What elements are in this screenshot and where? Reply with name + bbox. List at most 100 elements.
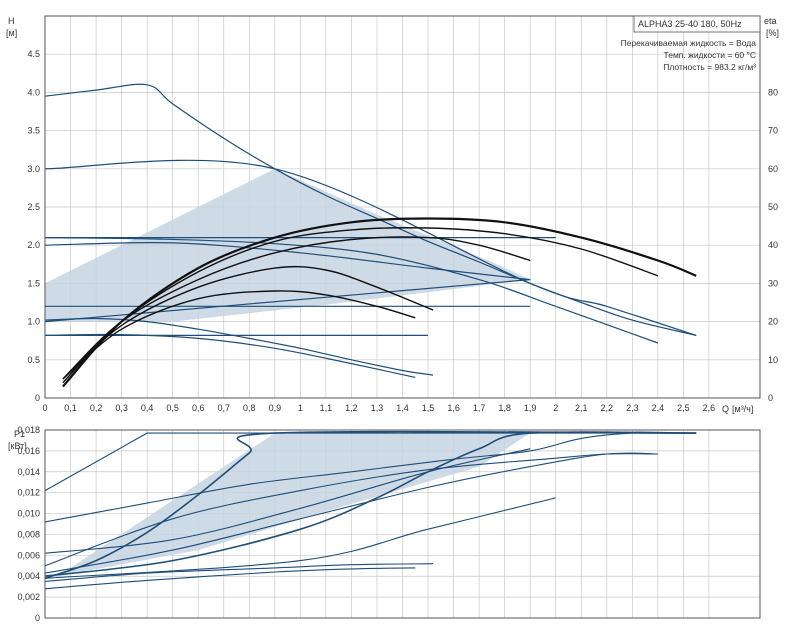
efficiency-curve-13 [62,265,434,380]
p-tick-label-4: 0,008 [17,529,40,539]
power-curve-9 [44,567,416,590]
power-curve-2 [44,430,697,580]
x-tick-label-14: 1,4 [396,403,409,413]
bottom-region-fill [57,433,531,577]
power-curve-1 [44,432,697,523]
x-tick-label-12: 1,2 [345,403,358,413]
power-curve-4 [44,452,658,574]
power-panel: 0 0,002 0,004 0,006 0,008 0,010 0,012 0,014 0,01… [8,425,761,623]
y-tick-label-7: 3.5 [27,126,40,136]
y2-tick-label-4: 40 [768,240,778,250]
power-curve-0 [44,432,697,492]
power-axis-unit: [кВт] [8,441,27,451]
bottom-plot-frame [44,429,761,619]
x-tick-label-10: 1 [298,403,303,413]
x-tick-label-3: 0,3 [115,403,128,413]
top-curves [44,83,697,388]
efficiency-curve-12 [62,236,531,380]
y-tick-label-6: 3.0 [27,164,40,174]
x-tick-label-22: 2,2 [601,403,614,413]
x-tick-label-2: 0,2 [90,403,103,413]
y-tick-label-8: 4.0 [27,87,40,97]
x-tick-label-6: 0,6 [192,403,205,413]
x-tick-label-7: 0,7 [217,403,230,413]
x-axis-unit: [м³/ч] [732,404,753,414]
y2-tick-label-7: 70 [768,126,778,136]
x-tick-label-19: 1,9 [524,403,537,413]
x-tick-label-26: 2,6 [703,403,716,413]
y-tick-label-2: 1.0 [27,317,40,327]
note-density: Плотность = 983.2 кг/м³ [663,62,756,72]
y-tick-label-1: 0.5 [27,355,40,365]
power-curve-5 [44,448,531,554]
x-tick-label-4: 0,4 [141,403,154,413]
p-tick-label-6: 0,012 [17,488,40,498]
efficiency-curve-10 [62,217,697,388]
y2-tick-label-2: 20 [768,317,778,327]
power-curve-7 [44,497,556,579]
x-tick-label-8: 0,8 [243,403,256,413]
x-tick-label-5: 0,5 [166,403,179,413]
x-tick-label-25: 2,5 [677,403,690,413]
x-tick-label-15: 1,5 [422,403,435,413]
note-fluid: Перекачиваемая жидкость = Вода [621,38,757,48]
y2-tick-label-0: 0 [768,393,773,403]
bottom-operating-region [57,433,531,577]
x-tick-label-11: 1,1 [320,403,333,413]
x-tick-label-18: 1,8 [498,403,511,413]
efficiency-curve-11 [62,227,659,384]
power-curve-6 [44,453,658,567]
bottom-tick-labels: 0 0,002 0,004 0,006 0,008 0,010 0,012 0,014 0,01… [17,425,40,623]
y-tick-label-4: 2.0 [27,240,40,250]
y2-tick-label-8: 80 [768,87,778,97]
y-tick-label-3: 1.5 [27,278,40,288]
x-tick-label-16: 1,6 [447,403,460,413]
y2-tick-label-1: 10 [768,355,778,365]
head-curve-7 [44,317,434,376]
x-tick-label-21: 2,1 [575,403,588,413]
x-tick-label-0: 0 [42,403,47,413]
y-tick-label-0: 0 [35,393,40,403]
head-efficiency-panel: 0 0,1 0,2 0,3 0,4 0,5 0,6 0,7 0,8 0,9 1 1,1 1,2 1,3 1,… [6,15,779,414]
x-tick-label-13: 1,3 [371,403,384,413]
p-tick-label-2: 0,004 [17,571,40,581]
p-tick-label-8: 0,016 [17,446,40,456]
head-curve-2 [44,237,659,344]
p-tick-label-1: 0,002 [17,592,40,602]
p-tick-label-5: 0,010 [17,509,40,519]
chart-title: ALPHA3 25-40 180, 50Hz [638,19,742,29]
chart-title-box [633,15,761,33]
p-tick-label-9: 0,018 [17,425,40,435]
y-tick-label-5: 2.5 [27,202,40,212]
y-tick-label-9: 4.5 [27,49,40,59]
p-tick-label-7: 0,014 [17,467,40,477]
head-curve-4 [44,241,531,281]
top-tick-labels: 0 0,1 0,2 0,3 0,4 0,5 0,6 0,7 0,8 0,9 1 1,1 1,2 1,3 1,… [27,49,778,413]
y2-tick-label-6: 60 [768,164,778,174]
x-tick-label-1: 0,1 [64,403,77,413]
top-plot-frame [44,15,761,399]
x-tick-label-9: 0,9 [269,403,282,413]
y2-tick-label-3: 30 [768,278,778,288]
p-tick-label-3: 0,006 [17,550,40,560]
x-tick-label-23: 2,3 [626,403,639,413]
efficiency-curve-14 [62,290,416,380]
power-axis-label: P1 [14,429,25,439]
x-tick-label-20: 2 [553,403,558,413]
y2-axis-label: eta [764,16,777,26]
head-curve-1 [44,159,697,336]
x-axis-label: Q [722,404,729,414]
power-curve-8 [44,563,434,582]
x-tick-label-24: 2,4 [652,403,665,413]
x-tick-label-17: 1,7 [473,403,486,413]
head-curve-0 [44,83,697,336]
y2-axis-unit: [%] [766,28,779,38]
y-axis-unit: [м] [6,28,17,38]
y2-tick-label-5: 50 [768,202,778,212]
bottom-curves [44,430,697,590]
note-temperature: Темп. жидкости = 60 °C [664,50,756,60]
y-axis-label: H [8,16,15,26]
power-curve-3 [44,431,697,577]
p-tick-label-0: 0 [35,613,40,623]
